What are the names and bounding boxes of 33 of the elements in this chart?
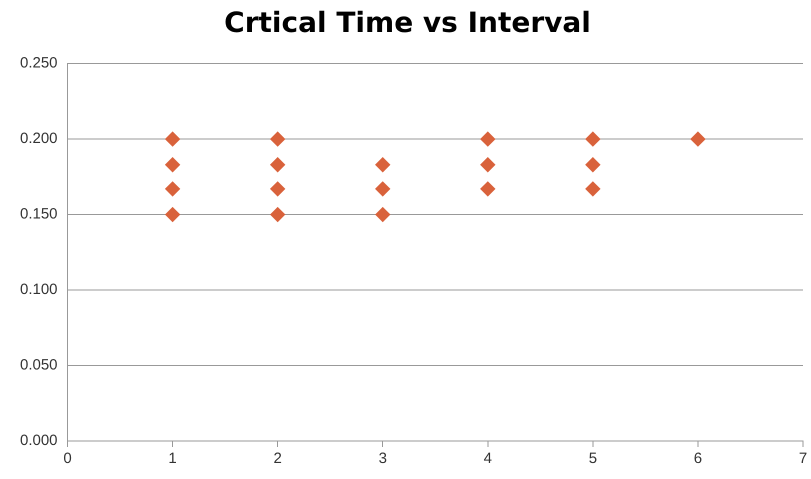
point xyxy=(690,132,706,147)
y-tick-label: 0.050 xyxy=(20,356,58,374)
point xyxy=(270,132,286,147)
point xyxy=(270,207,286,222)
point xyxy=(375,207,390,222)
y-tick-label: 0.250 xyxy=(20,54,58,72)
point xyxy=(375,181,390,196)
y-tick-label: 0.000 xyxy=(20,432,58,450)
point xyxy=(585,181,600,196)
point xyxy=(585,132,600,147)
x-tick-label: 2 xyxy=(273,450,282,468)
x-tick-label: 0 xyxy=(63,450,72,468)
x-tick-label: 5 xyxy=(588,450,598,468)
point xyxy=(480,132,496,147)
x-tick-label: 6 xyxy=(694,450,702,468)
point xyxy=(165,132,180,147)
x-tick-label: 1 xyxy=(168,450,177,468)
x-tick-label: 4 xyxy=(484,450,492,468)
x-tick-label: 7 xyxy=(798,450,808,468)
y-tick-label: 0.200 xyxy=(20,130,58,148)
point xyxy=(270,157,286,172)
point xyxy=(165,157,180,172)
point xyxy=(165,181,180,196)
point xyxy=(480,181,496,196)
chart-title: Crtical Time vs Interval xyxy=(224,6,591,40)
y-tick-label: 0.100 xyxy=(20,281,58,298)
point xyxy=(375,157,390,172)
point xyxy=(270,181,286,196)
point xyxy=(165,207,180,222)
point xyxy=(585,157,600,172)
y-tick-label: 0.150 xyxy=(20,206,58,223)
x-tick-label: 3 xyxy=(378,450,387,468)
point xyxy=(480,157,496,172)
